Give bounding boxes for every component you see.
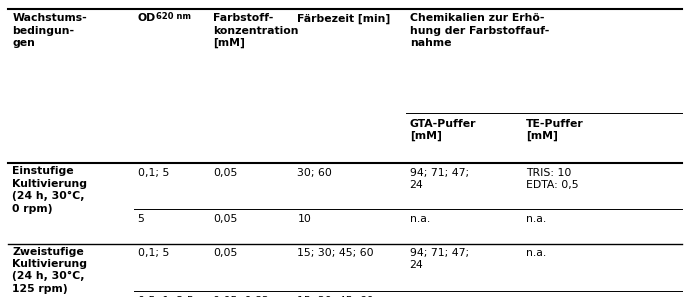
Text: OD: OD [138, 13, 156, 23]
Text: Zweistufige
Kultivierung
(24 h, 30°C,
125 rpm): Zweistufige Kultivierung (24 h, 30°C, 12… [12, 247, 87, 294]
Text: n.a.: n.a. [410, 296, 430, 297]
Text: 94; 71; 47;
24: 94; 71; 47; 24 [410, 248, 469, 270]
Text: 5: 5 [138, 214, 145, 224]
Text: 0,5; 1; 2,5;
5; 7,5; 10: 0,5; 1; 2,5; 5; 7,5; 10 [138, 296, 197, 297]
Text: n.a.: n.a. [526, 296, 547, 297]
Text: 94; 71; 47;
24: 94; 71; 47; 24 [410, 168, 469, 190]
Text: 10: 10 [297, 214, 311, 224]
Text: 0,05; 0,83: 0,05; 0,83 [213, 296, 269, 297]
Text: Färbezeit [min]: Färbezeit [min] [297, 13, 390, 24]
Text: 0,05: 0,05 [213, 214, 238, 224]
Text: 15; 30; 45; 60: 15; 30; 45; 60 [297, 296, 374, 297]
Text: Wachstums-
bedingun-
gen: Wachstums- bedingun- gen [12, 13, 87, 48]
Text: n.a.: n.a. [526, 214, 547, 224]
Text: 0,1; 5: 0,1; 5 [138, 168, 169, 178]
Text: n.a.: n.a. [410, 214, 430, 224]
Text: GTA-Puffer
[mM]: GTA-Puffer [mM] [410, 119, 476, 141]
Text: Chemikalien zur Erhö-
hung der Farbstoffauf-
nahme: Chemikalien zur Erhö- hung der Farbstoff… [410, 13, 549, 48]
Text: TRIS: 10
EDTA: 0,5: TRIS: 10 EDTA: 0,5 [526, 168, 579, 190]
Text: TE-Puffer
[mM]: TE-Puffer [mM] [526, 119, 584, 141]
Text: 0,1; 5: 0,1; 5 [138, 248, 169, 258]
Text: 0,05: 0,05 [213, 168, 238, 178]
Text: n.a.: n.a. [526, 248, 547, 258]
Text: 620 nm: 620 nm [156, 12, 191, 21]
Text: Einstufige
Kultivierung
(24 h, 30°C,
0 rpm): Einstufige Kultivierung (24 h, 30°C, 0 r… [12, 166, 87, 214]
Text: Farbstoff-
konzentration
[mM]: Farbstoff- konzentration [mM] [213, 13, 299, 48]
Text: 0,05: 0,05 [213, 248, 238, 258]
Text: 30; 60: 30; 60 [297, 168, 332, 178]
Text: 15; 30; 45; 60: 15; 30; 45; 60 [297, 248, 374, 258]
